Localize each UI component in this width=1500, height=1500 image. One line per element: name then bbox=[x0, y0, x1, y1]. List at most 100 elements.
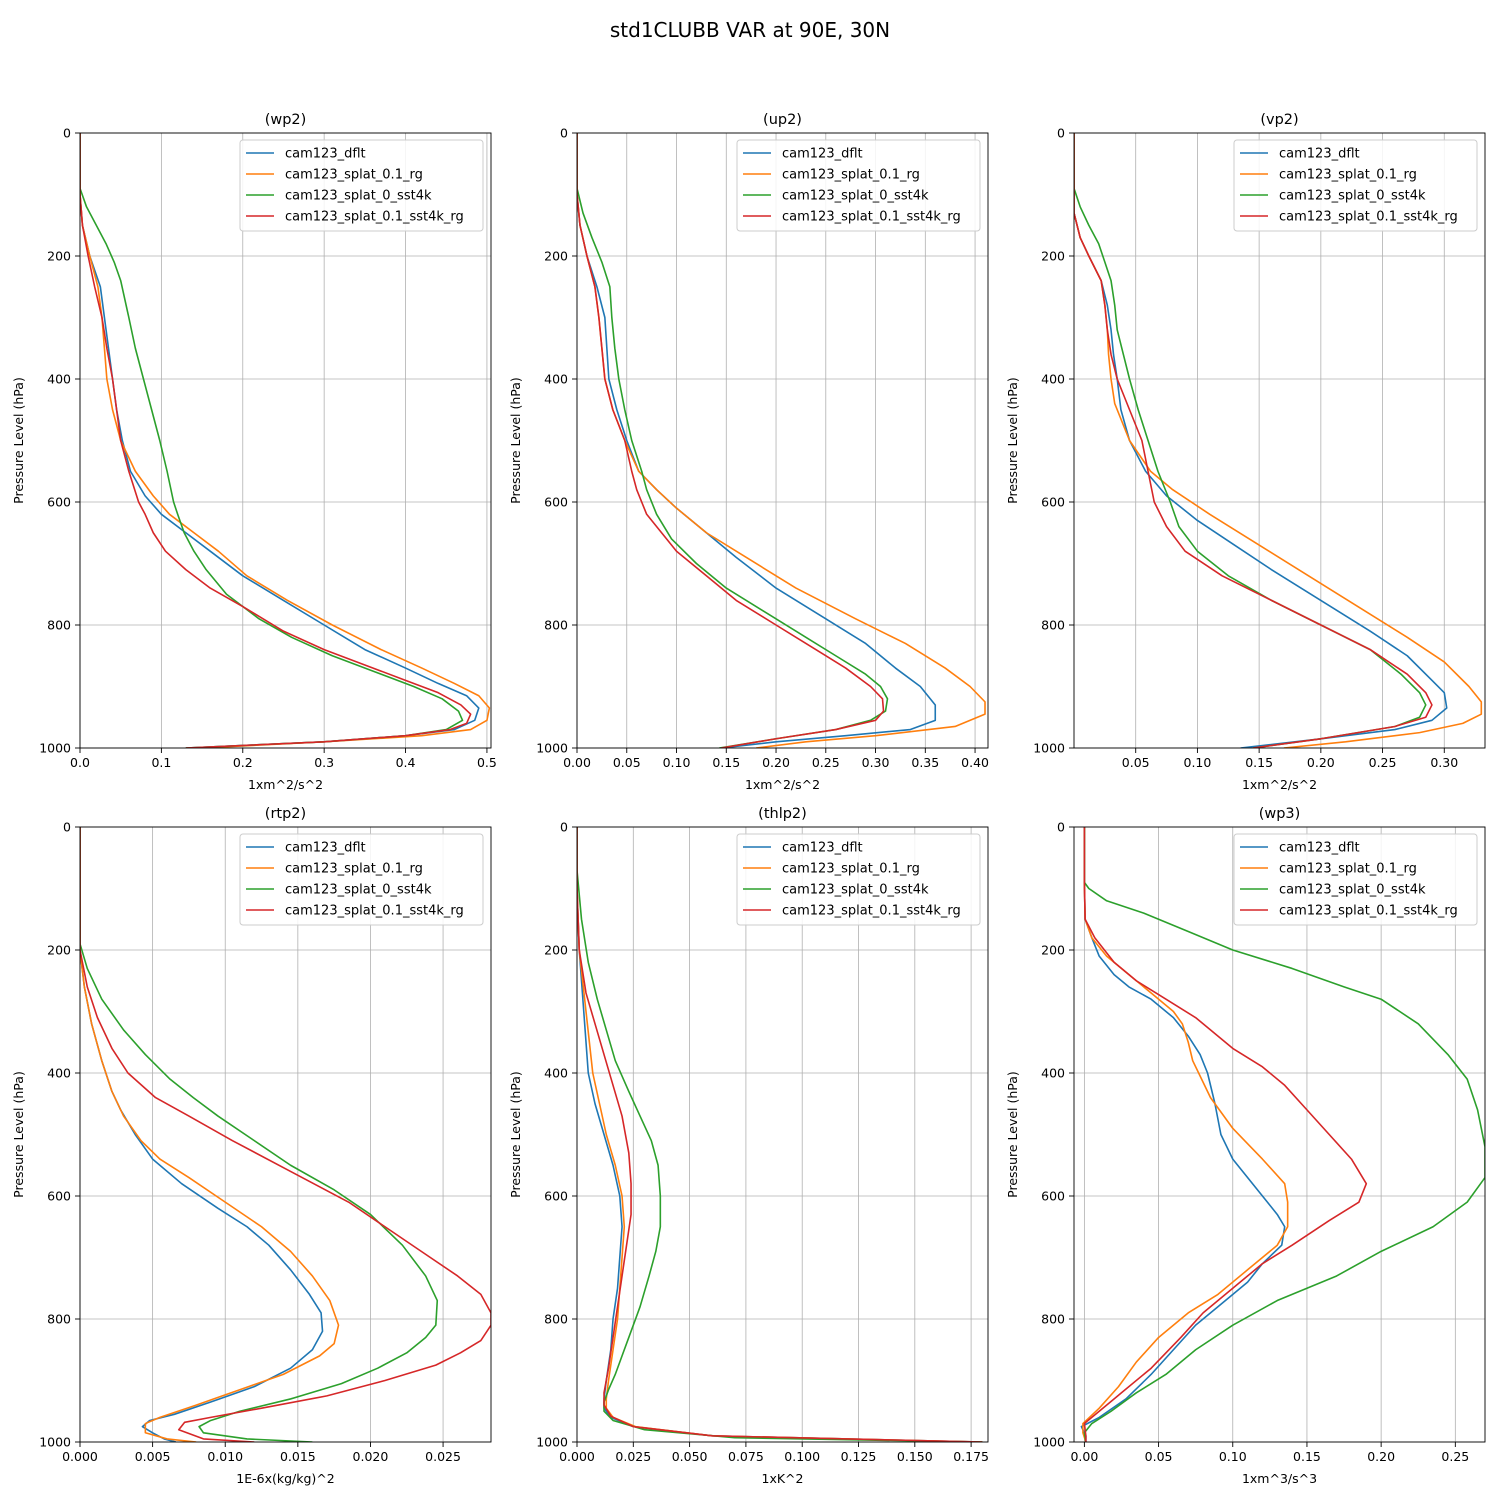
x-axis-label: 1xm^2/s^2 bbox=[1242, 777, 1317, 792]
legend-label: cam123_splat_0_sst4k bbox=[782, 883, 929, 898]
y-axis-label: Pressure Level (hPa) bbox=[508, 1071, 523, 1198]
series-group bbox=[577, 133, 986, 748]
legend-label: cam123_splat_0.1_sst4k_rg bbox=[285, 904, 464, 919]
x-tick-label: 0.30 bbox=[862, 755, 890, 770]
series-line-cam123-splat-0-sst4k bbox=[577, 827, 983, 1442]
y-axis-label: Pressure Level (hPa) bbox=[11, 377, 26, 504]
x-tick-label: 0.020 bbox=[353, 1449, 389, 1464]
legend-box bbox=[239, 833, 484, 926]
x-tick-label: 0.00 bbox=[563, 755, 591, 770]
y-axis-label: Pressure Level (hPa) bbox=[11, 1071, 26, 1198]
y-tick-label: 0 bbox=[1057, 126, 1065, 141]
legend-label: cam123_dflt bbox=[782, 841, 863, 856]
legend-box bbox=[239, 139, 484, 232]
legend-label: cam123_splat_0_sst4k bbox=[782, 189, 929, 204]
panel-title: (wp2) bbox=[265, 112, 307, 128]
x-axis-label: 1xm^2/s^2 bbox=[745, 777, 820, 792]
y-tick-label: 600 bbox=[544, 1189, 568, 1204]
legend-box bbox=[1233, 139, 1478, 232]
y-tick-label: 200 bbox=[544, 943, 568, 958]
legend-label: cam123_splat_0.1_rg bbox=[1279, 862, 1417, 877]
x-axis-label: 1xm^2/s^2 bbox=[248, 777, 323, 792]
panel-title: (up2) bbox=[763, 112, 802, 128]
legend-label: cam123_dflt bbox=[285, 841, 366, 856]
y-tick-label: 1000 bbox=[536, 1435, 568, 1450]
series-group bbox=[80, 133, 491, 748]
y-tick-label: 200 bbox=[544, 249, 568, 264]
series-line-cam123-splat-0-1-sst4k-rg bbox=[80, 827, 491, 1442]
axes-frame bbox=[576, 826, 989, 1443]
x-tick-label: 0.5 bbox=[477, 755, 497, 770]
series-line-cam123-splat-0-1-sst4k-rg bbox=[577, 133, 885, 748]
axes-frame bbox=[79, 826, 492, 1443]
legend-label: cam123_dflt bbox=[1279, 147, 1360, 162]
y-tick-label: 200 bbox=[47, 249, 71, 264]
x-tick-label: 0.40 bbox=[961, 755, 989, 770]
series-line-cam123-splat-0-1-rg bbox=[80, 827, 340, 1442]
series-line-cam123-splat-0-sst4k bbox=[1083, 827, 1485, 1442]
x-tick-label: 0.000 bbox=[559, 1449, 595, 1464]
x-tick-label: 0.15 bbox=[1245, 755, 1273, 770]
panel-title: (thlp2) bbox=[758, 806, 807, 822]
legend-label: cam123_splat_0.1_rg bbox=[285, 168, 423, 183]
y-tick-label: 0 bbox=[1057, 820, 1065, 835]
legend: cam123_dflt cam123_splat_0.1_rg cam123_spl… bbox=[239, 139, 484, 232]
x-tick-label: 0.025 bbox=[425, 1449, 461, 1464]
chart-panel: 0.000 0.025 0.050 0.075 0.100 0.125 0.150 0.175… bbox=[508, 806, 989, 1486]
y-axis-label: Pressure Level (hPa) bbox=[508, 377, 523, 504]
x-tick-label: 0.005 bbox=[135, 1449, 171, 1464]
legend-label: cam123_splat_0_sst4k bbox=[1279, 883, 1426, 898]
series-line-cam123-splat-0-1-sst4k-rg bbox=[80, 133, 472, 748]
x-tick-label: 0.175 bbox=[953, 1449, 989, 1464]
legend: cam123_dflt cam123_splat_0.1_rg cam123_spl… bbox=[239, 833, 484, 926]
y-tick-label: 800 bbox=[544, 1312, 568, 1327]
y-tick-label: 1000 bbox=[536, 741, 568, 756]
x-tick-label: 0.05 bbox=[1122, 755, 1150, 770]
series-line-cam123-dflt bbox=[577, 827, 983, 1442]
series-group bbox=[1074, 133, 1483, 748]
x-tick-label: 0.25 bbox=[1369, 755, 1397, 770]
x-tick-label: 0.15 bbox=[712, 755, 740, 770]
x-tick-label: 0.05 bbox=[1145, 1449, 1173, 1464]
legend: cam123_dflt cam123_splat_0.1_rg cam123_spl… bbox=[736, 139, 981, 232]
x-tick-label: 0.35 bbox=[911, 755, 939, 770]
axes-frame bbox=[1073, 826, 1486, 1443]
legend: cam123_dflt cam123_splat_0.1_rg cam123_spl… bbox=[1233, 833, 1478, 926]
series-line-cam123-splat-0-sst4k bbox=[577, 133, 889, 748]
panels: 0.0 0.1 0.2 0.3 0.4 0.5 0 200 400 600 800 1000 (wp2)… bbox=[11, 112, 1486, 1486]
chart-panel: 0.00 0.05 0.10 0.15 0.20 0.25 0 200 400 600 800 100… bbox=[1005, 806, 1486, 1486]
series-line-cam123-splat-0-1-rg bbox=[577, 827, 983, 1442]
x-tick-label: 0.10 bbox=[663, 755, 691, 770]
panel-title: (wp3) bbox=[1259, 806, 1301, 822]
y-tick-label: 800 bbox=[1041, 1312, 1065, 1327]
x-tick-label: 0.000 bbox=[62, 1449, 98, 1464]
chart-panel: 0.000 0.005 0.010 0.015 0.020 0.025 0 200 400 600… bbox=[11, 806, 492, 1486]
y-tick-label: 0 bbox=[560, 820, 568, 835]
x-tick-label: 0.015 bbox=[280, 1449, 316, 1464]
panel-title: (vp2) bbox=[1260, 112, 1298, 128]
series-line-cam123-splat-0-sst4k bbox=[80, 133, 464, 748]
y-tick-label: 0 bbox=[560, 126, 568, 141]
y-tick-label: 600 bbox=[47, 1189, 71, 1204]
x-tick-label: 0.25 bbox=[1441, 1449, 1469, 1464]
y-tick-label: 1000 bbox=[1033, 1435, 1065, 1450]
y-tick-label: 200 bbox=[47, 943, 71, 958]
legend-label: cam123_splat_0.1_sst4k_rg bbox=[1279, 904, 1458, 919]
x-tick-label: 0.3 bbox=[314, 755, 334, 770]
x-tick-label: 0.10 bbox=[1184, 755, 1212, 770]
chart-panel: 0.00 0.05 0.10 0.15 0.20 0.25 0.30 0.35 0.40 0 200… bbox=[508, 112, 989, 792]
y-tick-label: 400 bbox=[47, 372, 71, 387]
x-tick-label: 0.00 bbox=[1070, 1449, 1098, 1464]
series-line-cam123-splat-0-1-rg bbox=[80, 133, 491, 748]
y-tick-label: 600 bbox=[1041, 1189, 1065, 1204]
series-line-cam123-splat-0-1-sst4k-rg bbox=[1074, 133, 1433, 748]
panel-title: (rtp2) bbox=[265, 806, 306, 822]
series-group bbox=[80, 827, 491, 1442]
legend-label: cam123_splat_0.1_sst4k_rg bbox=[782, 904, 961, 919]
y-tick-label: 400 bbox=[544, 372, 568, 387]
series-group bbox=[1080, 827, 1485, 1442]
x-tick-label: 0.20 bbox=[1367, 1449, 1395, 1464]
x-tick-label: 0.10 bbox=[1219, 1449, 1247, 1464]
legend-label: cam123_splat_0.1_rg bbox=[1279, 168, 1417, 183]
